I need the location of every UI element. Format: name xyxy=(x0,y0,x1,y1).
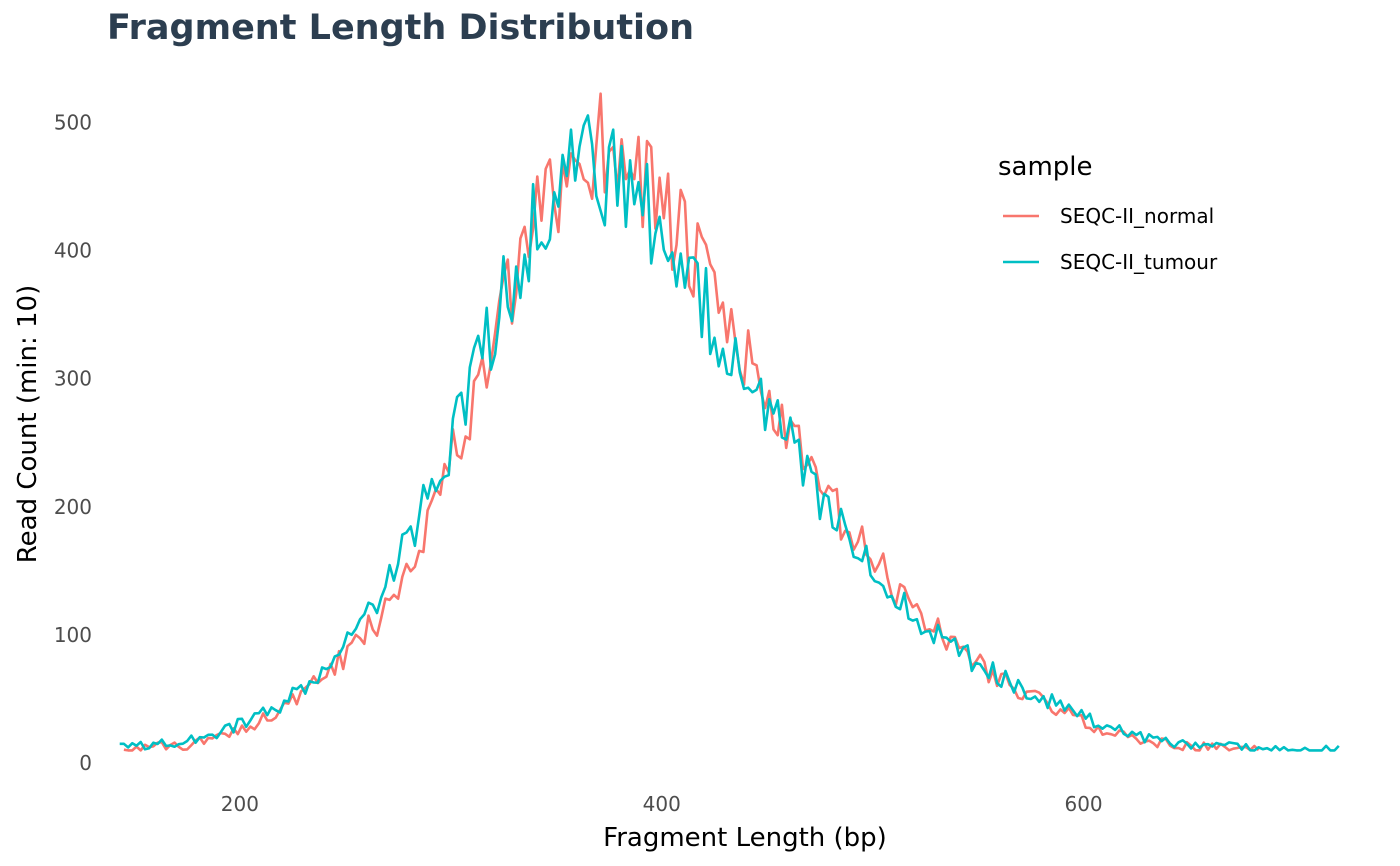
series-line-seqc-ii-tumour xyxy=(119,114,1340,752)
chart-title: Fragment Length Distribution xyxy=(107,8,695,48)
x-tick-label: 200 xyxy=(221,792,259,816)
y-tick-label: 0 xyxy=(79,751,92,775)
x-tick-label: 600 xyxy=(1064,792,1102,816)
legend-items: SEQC-II_normal SEQC-II_tumour xyxy=(1003,204,1218,274)
series-layer xyxy=(119,92,1340,752)
y-tick-label: 200 xyxy=(54,495,92,519)
x-axis-ticks: 200 400 600 xyxy=(221,792,1103,816)
y-tick-label: 400 xyxy=(54,239,92,263)
legend-label: SEQC-II_normal xyxy=(1060,204,1214,228)
legend-label: SEQC-II_tumour xyxy=(1060,250,1218,274)
x-tick-label: 400 xyxy=(643,792,681,816)
x-axis-title: Fragment Length (bp) xyxy=(603,823,887,853)
y-axis-title: Read Count (min: 10) xyxy=(13,285,43,564)
y-tick-label: 500 xyxy=(54,110,92,134)
legend-title: sample xyxy=(998,152,1093,182)
y-tick-label: 100 xyxy=(54,623,92,647)
legend: sample SEQC-II_normal SEQC-II_tumour xyxy=(998,152,1218,274)
series-line-seqc-ii-normal xyxy=(123,92,1260,752)
y-axis-ticks: 0 100 200 300 400 500 xyxy=(54,110,92,775)
y-tick-label: 300 xyxy=(54,367,92,391)
